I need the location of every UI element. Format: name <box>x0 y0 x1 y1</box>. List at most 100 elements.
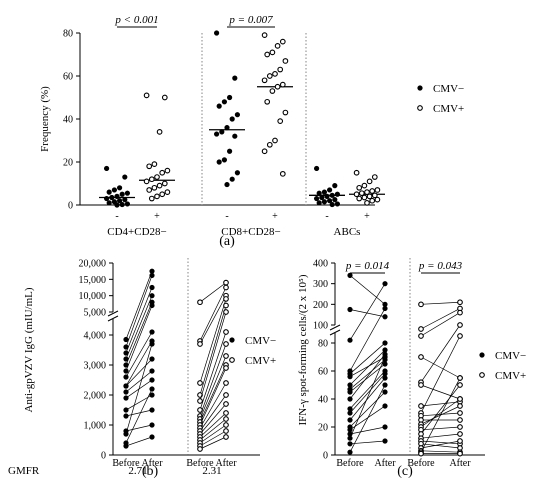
c-y-tick-label: 40 <box>318 395 328 406</box>
a-data-point <box>266 141 273 148</box>
b-after-point <box>223 401 229 407</box>
a-data-point <box>109 194 115 201</box>
b-after-point <box>223 428 229 434</box>
gmfr-cmv-neg: 2.71 <box>128 465 147 477</box>
a-data-point <box>366 178 373 185</box>
c-x-tick-label: After <box>374 458 396 469</box>
c-paired-line <box>420 426 461 431</box>
a-data-point <box>327 198 333 204</box>
c-paired-line <box>349 426 386 435</box>
a-legend-marker <box>417 105 423 111</box>
b-paired-line <box>199 298 227 384</box>
c-before-point <box>418 354 424 360</box>
c-paired-line <box>420 335 461 414</box>
a-data-point <box>272 70 278 77</box>
a-data-point <box>224 124 230 131</box>
a-y-tick-label: 20 <box>63 158 73 169</box>
b-x-tick-label: Before <box>112 458 140 469</box>
b-y-tick-label: 5,000 <box>84 308 107 319</box>
c-before-point <box>347 272 353 279</box>
a-data-point <box>229 116 235 122</box>
b-y-tick-label: 10,000 <box>79 291 107 302</box>
b-after-point <box>223 380 229 386</box>
b-y-tick-label: 20,000 <box>79 259 107 270</box>
caption-a: (a) <box>219 234 235 249</box>
a-data-point <box>371 192 378 199</box>
b-before-point <box>123 336 129 343</box>
a-data-point <box>332 183 338 189</box>
a-data-point <box>216 103 222 109</box>
b-after-point <box>223 309 229 315</box>
b-paired-line <box>199 436 227 450</box>
c-paired-line <box>349 342 386 375</box>
b-after-point <box>149 386 155 392</box>
c-after-point <box>382 354 388 360</box>
a-data-point <box>111 187 117 193</box>
a-y-ticks: 0 20 40 60 80 <box>63 29 80 212</box>
c-paired-line <box>420 324 461 383</box>
c-paired-line <box>420 312 461 337</box>
a-data-point <box>234 112 240 118</box>
b-after-point <box>149 268 155 274</box>
a-data-point <box>269 88 276 94</box>
a-data-point <box>216 159 222 165</box>
c-after-point <box>457 424 463 430</box>
b-before-point <box>123 407 129 413</box>
c-legend-marker <box>479 352 485 358</box>
c-before-point <box>347 435 353 441</box>
a-group-label: CD4+CD28− <box>107 226 166 238</box>
a-data-point <box>219 129 225 135</box>
c-paired-line <box>420 433 461 439</box>
a-legend-marker <box>417 85 423 91</box>
b-after-point <box>223 302 229 309</box>
b-after-point <box>223 329 229 335</box>
b-after-point <box>223 422 229 428</box>
c-legend-label: CMV− <box>495 350 526 362</box>
c-after-point <box>457 375 463 381</box>
b-paired-line <box>199 305 227 396</box>
c-paired-line <box>349 377 386 421</box>
b-before-point <box>123 443 129 449</box>
b-y-tick-label: 1,000 <box>84 421 107 432</box>
b-legend-label: CMV+ <box>245 355 276 367</box>
c-legend-label: CMV+ <box>495 370 526 382</box>
a-x-ticks: - +CD4+CD28−- +CD8+CD28−- +ABCs <box>107 211 370 238</box>
a-data-point <box>316 190 322 196</box>
b-before-point <box>197 398 203 404</box>
a-data-point <box>143 178 150 185</box>
a-data-point <box>361 194 368 201</box>
b-before-point <box>197 380 203 386</box>
a-data-point <box>116 185 123 191</box>
b-legend-marker <box>229 337 235 343</box>
b-paired-line <box>199 331 227 411</box>
c-before-point <box>418 403 424 409</box>
b-paired-line <box>199 355 227 420</box>
a-data-point <box>364 189 370 195</box>
panel-b: 0 1,000 2,000 3,000 4,000 5,000 10,000 15,000 20… <box>8 258 276 479</box>
a-data-point <box>148 195 155 202</box>
a-y-axis-label: Frequency (%) <box>39 86 51 152</box>
c-before-point <box>347 306 353 313</box>
c-paired-line <box>420 377 461 453</box>
a-data-point <box>232 133 238 139</box>
c-after-point <box>382 314 388 320</box>
a-data-point <box>103 165 110 172</box>
b-paired-line <box>125 305 153 372</box>
b-paired-line <box>199 287 227 342</box>
a-data-point <box>369 197 376 204</box>
a-data-point <box>332 197 338 203</box>
b-after-point <box>149 272 155 279</box>
b-after-point <box>149 368 155 374</box>
c-y-axis-label: IFN-γ spot-forming cells/(2 x 10⁵) <box>297 274 309 425</box>
a-data-point <box>321 199 328 205</box>
c-paired-line <box>349 440 386 445</box>
b-after-point <box>149 302 155 309</box>
c-after-point <box>457 438 463 444</box>
c-after-point <box>382 305 388 312</box>
a-data-point <box>356 184 363 191</box>
c-paired-line <box>349 349 386 386</box>
a-data-point <box>327 187 333 193</box>
b-after-point <box>149 434 155 440</box>
c-paired-line <box>420 356 461 379</box>
c-paired-line <box>349 384 386 453</box>
